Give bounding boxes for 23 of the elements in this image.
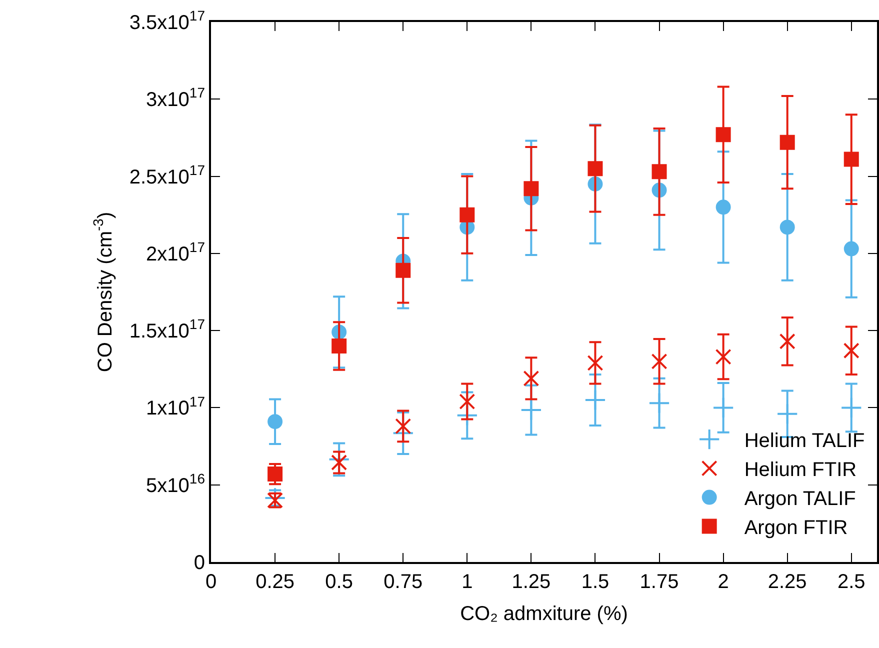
y-tick-label: 2x10$^{17}$: [146, 239, 206, 266]
legend-label: Helium TALIF: [744, 430, 865, 452]
x-tick-label: 2.5: [837, 571, 866, 593]
y-tick-label: 3.5x10$^{17}$: [129, 8, 206, 34]
y-tick-label: 1.5x10$^{17}$: [129, 316, 206, 343]
legend-label: Helium FTIR: [744, 459, 857, 482]
x-tick-label: 2: [718, 571, 729, 593]
x-tick-label: 1.25: [512, 571, 551, 593]
y-tick-label: 0: [194, 552, 205, 574]
y-tick-label: 5x10$^{16}$: [146, 470, 206, 497]
legend-label: Argon FTIR: [744, 517, 848, 540]
y-tick-label: 2.5x10$^{17}$: [129, 162, 206, 188]
x-tick-label: 0.25: [256, 571, 295, 593]
x-axis-title: CO₂ admxiture (%): [460, 603, 628, 625]
x-tick-label: 2.25: [768, 571, 807, 593]
y-tick-label: 3x10$^{17}$: [146, 84, 206, 112]
legend-label: Argon TALIF: [744, 488, 856, 510]
x-tick-label: 1.5: [581, 571, 610, 593]
x-tick-label: 0.75: [384, 571, 423, 593]
x-tick-label: 1.75: [640, 571, 679, 593]
y-tick-label: 1x10$^{17}$: [146, 393, 206, 420]
x-tick-label: 0.5: [325, 571, 353, 593]
x-tick-label: 1: [462, 571, 473, 593]
